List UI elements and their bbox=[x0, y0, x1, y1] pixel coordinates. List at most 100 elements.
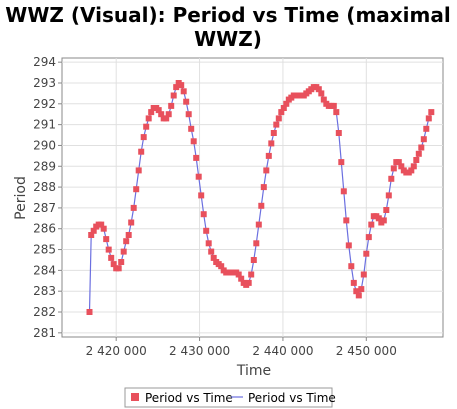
data-point bbox=[155, 107, 162, 114]
data-point bbox=[245, 279, 252, 286]
x-axis-ticks: 2 420 000 2 430 000 2 440 000 2 450 000 bbox=[86, 337, 397, 358]
data-point bbox=[395, 159, 402, 166]
data-point bbox=[390, 165, 397, 172]
data-point bbox=[423, 125, 430, 132]
y-tick-label: 289 bbox=[33, 159, 56, 173]
data-point bbox=[118, 259, 125, 265]
data-point bbox=[210, 254, 217, 261]
data-point bbox=[168, 102, 175, 109]
data-point bbox=[365, 234, 372, 241]
data-point bbox=[110, 261, 117, 268]
data-point bbox=[255, 221, 262, 228]
data-point bbox=[265, 152, 272, 159]
data-point bbox=[195, 173, 202, 180]
data-point bbox=[360, 271, 367, 278]
data-point bbox=[138, 148, 145, 155]
data-point bbox=[218, 263, 225, 270]
data-point bbox=[355, 292, 362, 299]
data-point bbox=[235, 271, 242, 278]
data-point bbox=[200, 211, 207, 218]
data-point bbox=[388, 175, 395, 182]
data-point bbox=[320, 96, 327, 103]
data-point bbox=[333, 109, 340, 116]
data-point bbox=[385, 192, 392, 199]
legend-box bbox=[124, 387, 333, 408]
data-point bbox=[198, 192, 205, 199]
y-tick-label: 292 bbox=[33, 97, 56, 111]
x-tick-label: 2 420 000 bbox=[86, 344, 147, 358]
data-point bbox=[353, 288, 360, 295]
data-point bbox=[348, 263, 355, 270]
grid-lines bbox=[62, 58, 443, 337]
data-point bbox=[263, 167, 270, 174]
legend-marker-swatch bbox=[131, 393, 139, 401]
y-axis-ticks: 281 282 283 284 285 286 287 288 289 290 291 292 293 2… bbox=[33, 55, 62, 340]
data-point bbox=[178, 82, 185, 89]
data-point bbox=[338, 159, 345, 166]
data-point bbox=[380, 217, 387, 224]
data-point bbox=[345, 242, 352, 249]
data-point bbox=[140, 134, 147, 141]
y-tick-label: 282 bbox=[33, 305, 56, 319]
legend-marker-label: Period vs Time bbox=[145, 391, 233, 405]
data-point bbox=[103, 236, 110, 243]
y-tick-label: 281 bbox=[33, 326, 56, 340]
data-point bbox=[280, 105, 287, 111]
y-tick-label: 291 bbox=[33, 118, 56, 132]
data-point bbox=[86, 309, 93, 315]
data-point bbox=[123, 238, 130, 245]
data-point bbox=[88, 232, 95, 238]
data-point bbox=[315, 86, 322, 93]
data-point bbox=[183, 98, 190, 105]
data-point bbox=[260, 184, 267, 191]
data-point bbox=[203, 227, 210, 234]
data-point bbox=[340, 188, 347, 195]
data-point bbox=[383, 207, 390, 213]
data-point bbox=[133, 186, 140, 193]
data-point bbox=[135, 167, 142, 174]
data-point bbox=[418, 144, 425, 151]
data-point bbox=[268, 140, 275, 147]
chart-title-line-1: WWZ (Visual): Period vs Time (maximal bbox=[5, 3, 450, 27]
data-point bbox=[98, 221, 105, 228]
data-point bbox=[343, 217, 350, 224]
x-tick-label: 2 430 000 bbox=[169, 344, 230, 358]
y-tick-label: 293 bbox=[33, 76, 56, 90]
legend: Period vs Time Period vs Time bbox=[124, 387, 336, 408]
data-point bbox=[188, 125, 195, 132]
data-point bbox=[90, 227, 97, 234]
data-point bbox=[410, 163, 417, 170]
data-point bbox=[105, 246, 112, 253]
y-axis-label: Period bbox=[13, 176, 29, 220]
data-point bbox=[318, 90, 325, 97]
data-point bbox=[145, 115, 152, 122]
data-point bbox=[363, 250, 370, 257]
x-axis-label: Time bbox=[236, 363, 271, 379]
data-point bbox=[258, 202, 265, 209]
data-point bbox=[375, 215, 382, 222]
y-tick-label: 283 bbox=[33, 284, 56, 298]
data-point bbox=[193, 154, 200, 161]
data-point bbox=[413, 157, 420, 163]
data-point bbox=[398, 163, 405, 170]
x-tick-label: 2 450 000 bbox=[336, 344, 397, 358]
y-tick-label: 290 bbox=[33, 138, 56, 152]
data-point bbox=[100, 225, 107, 232]
data-point bbox=[408, 167, 415, 174]
data-point bbox=[350, 279, 357, 286]
data-point bbox=[368, 221, 375, 228]
data-point bbox=[275, 115, 282, 122]
chart-title-line-2: WWZ) bbox=[194, 27, 262, 51]
data-point bbox=[190, 138, 197, 145]
data-point bbox=[283, 100, 290, 107]
data-point bbox=[180, 88, 187, 95]
data-point bbox=[273, 121, 280, 128]
data-point bbox=[185, 111, 192, 118]
data-point bbox=[330, 102, 337, 109]
y-tick-label: 286 bbox=[33, 222, 56, 236]
data-point bbox=[158, 111, 165, 118]
data-point bbox=[128, 219, 135, 226]
data-point bbox=[253, 240, 260, 247]
data-point bbox=[270, 130, 277, 136]
